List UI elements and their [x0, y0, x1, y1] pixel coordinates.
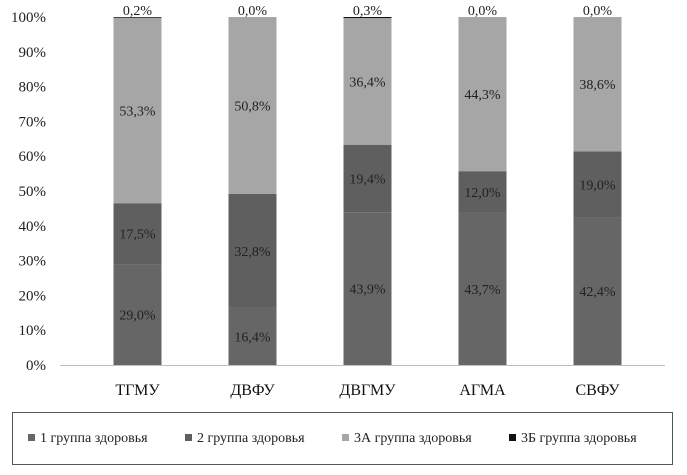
legend: 1 группа здоровья 2 группа здоровья 3А гру…	[12, 412, 673, 465]
data-label: 43,7%	[464, 283, 501, 298]
y-tick-label: 70%	[19, 114, 47, 130]
category-label: АГМА	[459, 382, 506, 399]
data-label: 38,6%	[579, 78, 616, 93]
y-tick-label: 30%	[19, 254, 47, 270]
y-tick-label: 80%	[19, 80, 47, 96]
legend-swatch	[28, 434, 35, 441]
y-tick-label: 50%	[19, 184, 47, 200]
bar-segment	[343, 144, 392, 213]
y-tick-label: 10%	[19, 323, 47, 339]
bar-segment	[458, 212, 507, 365]
bar-segment	[343, 212, 392, 365]
legend-item: 3А группа здоровья	[342, 431, 472, 446]
bar-stack: 29,0% 17,5% 53,3% 0,2%	[113, 4, 162, 365]
bar-segment	[228, 17, 277, 194]
bar-segment	[573, 17, 622, 152]
bar-segment	[228, 193, 277, 308]
data-label: 53,3%	[119, 104, 156, 119]
data-label: 29,0%	[119, 309, 156, 324]
data-label: 50,8%	[234, 99, 271, 114]
legend-item: 3Б группа здоровья	[509, 431, 637, 446]
legend-frame	[12, 412, 673, 465]
bar-stack: 42,4% 19,0% 38,6% 0,0%	[573, 4, 622, 365]
bar-segment	[573, 217, 622, 365]
legend-label: 3А группа здоровья	[354, 431, 472, 446]
bars: 29,0%17,5%53,3%0,2%16,4%32,8%50,8%0,0%43…	[113, 4, 622, 365]
legend-item: 2 группа здоровья	[185, 431, 305, 446]
data-label: 12,0%	[464, 186, 501, 201]
legend-label: 3Б группа здоровья	[521, 431, 637, 446]
bar-segment	[458, 17, 507, 172]
data-label: 44,3%	[464, 88, 501, 103]
data-label: 32,8%	[234, 245, 271, 260]
y-tick-label: 60%	[19, 149, 47, 165]
legend-swatch	[509, 434, 516, 441]
bar-segment	[113, 264, 162, 365]
legend-label: 2 группа здоровья	[197, 431, 305, 446]
data-label: 0,0%	[238, 4, 268, 19]
bar-segment	[113, 203, 162, 265]
legend-swatch	[342, 434, 349, 441]
bar-segment	[458, 171, 507, 213]
data-label: 0,0%	[583, 4, 613, 19]
bar-segment	[113, 17, 162, 204]
y-axis: 0% 10% 20% 30% 40% 50% 60% 70% 80% 90% 100%	[11, 10, 46, 374]
bar-segment	[343, 17, 392, 19]
data-label: 0,3%	[353, 4, 383, 19]
y-tick-label: 90%	[19, 45, 47, 61]
y-tick-label: 40%	[19, 219, 47, 235]
category-label: ДВФУ	[230, 382, 275, 399]
legend-item: 1 группа здоровья	[28, 431, 148, 446]
y-tick-label: 0%	[26, 358, 46, 374]
category-label: СВФУ	[575, 382, 620, 399]
category-label: ТГМУ	[115, 382, 160, 399]
legend-swatch	[185, 434, 192, 441]
category-label: ДВГМУ	[339, 382, 396, 399]
data-label: 16,4%	[234, 330, 271, 345]
bar-segment	[343, 18, 392, 145]
bar-stack: 43,9% 19,4% 36,4% 0,3%	[343, 4, 392, 365]
data-label: 19,4%	[349, 172, 386, 187]
bar-segment	[113, 17, 162, 18]
legend-label: 1 группа здоровья	[40, 431, 148, 446]
bar-stack: 43,7% 12,0% 44,3% 0,0%	[458, 4, 507, 365]
data-label: 19,0%	[579, 178, 616, 193]
bar-segment	[573, 151, 622, 218]
y-tick-label: 100%	[11, 10, 46, 26]
y-tick-label: 20%	[19, 288, 47, 304]
data-label: 0,0%	[468, 4, 498, 19]
data-label: 42,4%	[579, 285, 616, 300]
bar-segment	[228, 307, 277, 365]
data-label: 43,9%	[349, 283, 386, 298]
bar-stack: 16,4% 32,8% 50,8% 0,0%	[228, 4, 277, 365]
data-label: 36,4%	[349, 75, 386, 90]
x-axis: ТГМУ ДВФУ ДВГМУ АГМА СВФУ	[60, 365, 665, 399]
data-label: 17,5%	[119, 228, 156, 243]
data-label: 0,2%	[123, 4, 153, 19]
